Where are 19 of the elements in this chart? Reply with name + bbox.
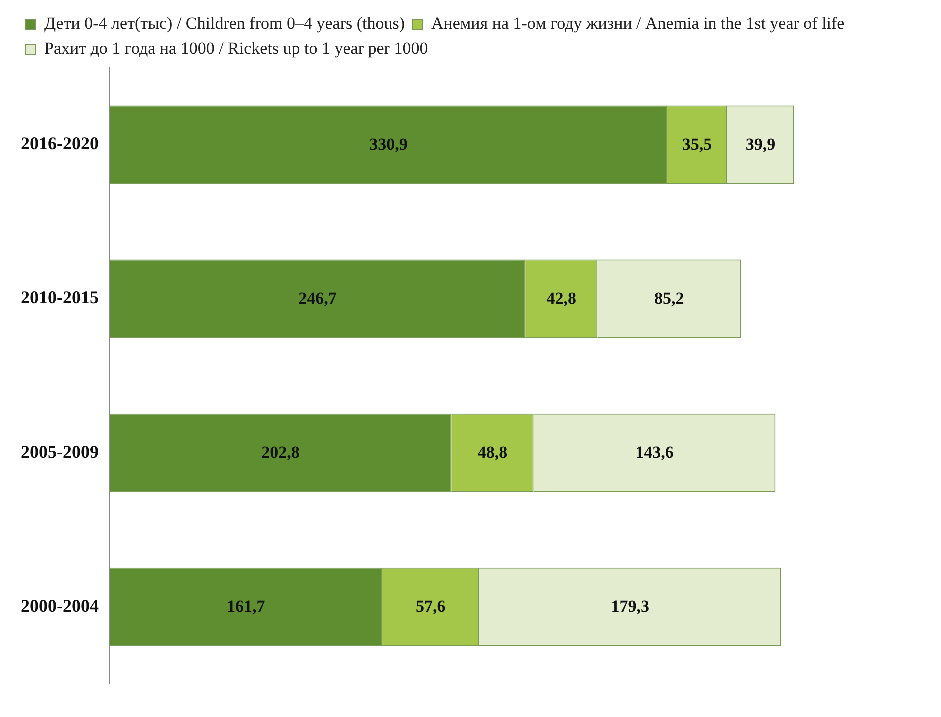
y-tick-label: 2016-2020: [20, 134, 99, 154]
data-label: 42,8: [546, 289, 576, 310]
y-tick-label: 2010-2015: [20, 288, 99, 308]
data-label: 179,3: [611, 597, 650, 618]
data-label: 57,6: [416, 597, 446, 618]
data-label: 48,8: [478, 443, 508, 464]
data-label: 161,7: [227, 597, 266, 618]
legend-label: Рахит до 1 года на 1000 / Rickets up to 1 year per 1000: [44, 38, 428, 58]
data-label: 246,7: [298, 289, 337, 310]
legend-label: Анемия на 1-ом году жизни / Anemia in the 1st year of life: [432, 14, 845, 33]
data-label: 330,9: [370, 135, 408, 156]
data-label: 39,9: [746, 135, 776, 156]
data-label: 85,2: [654, 289, 684, 310]
data-label: 202,8: [262, 443, 300, 464]
y-tick-label: 2000-2004: [20, 596, 99, 616]
y-tick-label: 2005-2009: [20, 442, 99, 462]
legend-label: Дети 0-4 лет(тыс) / Children from 0–4 years (thous): [44, 14, 406, 33]
data-label: 143,6: [636, 443, 674, 464]
data-label: 35,5: [682, 135, 712, 156]
